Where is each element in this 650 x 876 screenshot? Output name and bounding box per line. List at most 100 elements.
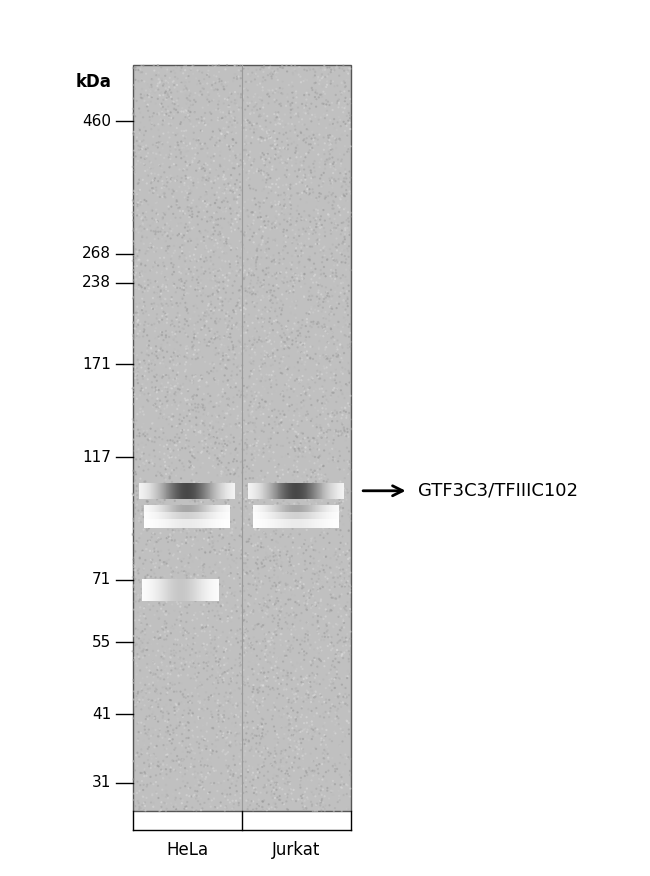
Point	[277, 638, 287, 652]
Point	[252, 722, 263, 736]
Point	[280, 727, 290, 741]
Point	[270, 232, 281, 246]
Point	[155, 172, 165, 186]
Point	[298, 348, 309, 362]
Point	[235, 364, 246, 378]
Point	[243, 407, 254, 421]
Point	[225, 802, 235, 816]
Point	[275, 606, 285, 620]
Point	[244, 734, 254, 748]
Point	[261, 368, 272, 382]
Point	[143, 198, 153, 212]
Point	[183, 158, 194, 172]
Point	[205, 210, 216, 224]
Point	[251, 476, 261, 490]
Point	[338, 235, 348, 249]
Point	[314, 787, 324, 801]
Point	[289, 691, 300, 705]
Point	[270, 304, 280, 318]
Point	[261, 778, 271, 792]
Point	[205, 747, 216, 761]
Point	[170, 677, 180, 691]
Point	[235, 153, 246, 167]
Point	[287, 266, 297, 280]
Point	[240, 302, 251, 316]
Point	[174, 730, 185, 744]
Point	[271, 382, 281, 396]
Point	[302, 633, 313, 647]
Point	[165, 139, 176, 153]
Point	[131, 588, 142, 602]
Point	[276, 149, 286, 163]
Point	[200, 625, 210, 639]
Point	[334, 527, 345, 541]
Point	[216, 698, 226, 712]
Point	[209, 461, 220, 475]
Point	[202, 594, 212, 608]
Point	[264, 89, 274, 103]
Point	[324, 673, 335, 687]
Point	[181, 741, 191, 755]
Point	[309, 788, 319, 802]
Point	[239, 300, 249, 314]
Point	[291, 505, 302, 519]
Point	[138, 371, 148, 385]
Point	[321, 352, 332, 366]
Point	[170, 700, 181, 714]
Point	[195, 426, 205, 440]
Point	[232, 735, 242, 749]
Point	[190, 95, 201, 109]
Point	[237, 753, 248, 767]
Point	[227, 586, 237, 600]
Point	[167, 407, 177, 421]
Point	[238, 491, 248, 505]
Point	[205, 765, 215, 779]
Point	[328, 639, 339, 653]
Point	[232, 668, 242, 682]
Point	[313, 762, 323, 776]
Point	[194, 193, 204, 207]
Point	[278, 179, 288, 193]
Point	[287, 601, 297, 615]
Point	[328, 774, 338, 788]
Point	[220, 563, 230, 577]
Point	[174, 524, 184, 538]
Point	[214, 687, 224, 701]
Point	[159, 276, 170, 290]
Point	[254, 738, 265, 752]
Point	[311, 275, 322, 289]
Point	[148, 519, 158, 533]
Point	[226, 215, 237, 229]
Point	[340, 687, 350, 701]
Point	[257, 81, 268, 95]
Point	[233, 697, 243, 711]
Point	[162, 704, 172, 718]
Point	[162, 230, 173, 244]
Point	[224, 634, 234, 648]
Point	[239, 242, 249, 256]
Point	[308, 276, 318, 290]
Point	[129, 555, 139, 569]
Point	[208, 119, 218, 133]
Point	[292, 597, 302, 611]
Point	[224, 353, 235, 367]
Point	[256, 513, 266, 527]
Point	[168, 276, 179, 290]
Point	[310, 516, 320, 530]
Point	[133, 186, 143, 200]
Point	[151, 265, 162, 279]
Point	[218, 349, 228, 363]
Point	[215, 670, 226, 684]
Point	[315, 710, 325, 724]
Point	[248, 89, 259, 103]
Point	[250, 449, 260, 463]
Point	[165, 511, 176, 525]
Point	[210, 60, 220, 74]
Point	[239, 322, 250, 336]
Point	[170, 286, 181, 300]
Point	[207, 442, 218, 456]
Point	[231, 573, 242, 587]
Point	[248, 678, 259, 692]
Point	[328, 117, 338, 131]
Point	[129, 81, 140, 95]
